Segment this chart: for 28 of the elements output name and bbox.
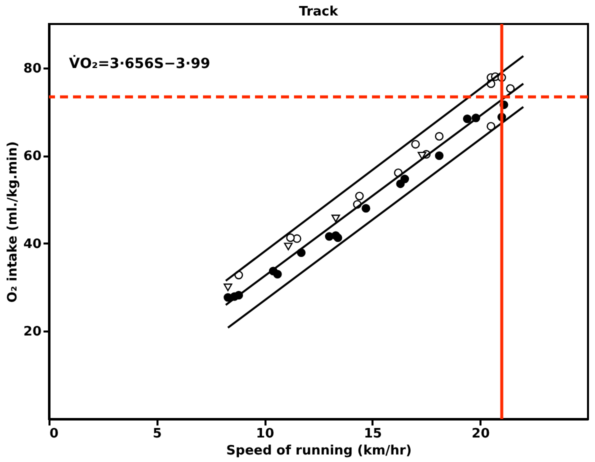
annotation: V̇O₂=3·656S−3·99 [69, 54, 210, 72]
point [331, 214, 340, 222]
point [418, 152, 426, 160]
point [284, 242, 293, 250]
point [286, 233, 295, 242]
point [355, 192, 364, 200]
point [462, 114, 472, 124]
y-tick-label: 80 [23, 61, 42, 76]
y-tick-label: 20 [23, 324, 42, 340]
y-tick-label: 40 [23, 236, 42, 252]
x-tick-label: 5 [152, 426, 162, 442]
point [434, 132, 444, 141]
point [362, 204, 370, 213]
point [486, 122, 496, 131]
point [334, 233, 342, 242]
y-tick-label: 60 [23, 149, 42, 164]
x-tick-label: 20 [472, 426, 490, 442]
x-tick-label: 10 [256, 426, 274, 442]
x-tick-label: 15 [364, 426, 382, 442]
point [434, 151, 444, 160]
point [273, 270, 282, 278]
x-axis-title: Speed of running (km/hr) [226, 444, 412, 458]
point [411, 140, 420, 149]
chart-title: Track [299, 4, 338, 20]
y-axis-title: O₂ intake (ml./kg.min) [5, 141, 20, 303]
point [224, 284, 232, 292]
point [400, 174, 410, 184]
x-tick-label: 0 [50, 426, 59, 442]
